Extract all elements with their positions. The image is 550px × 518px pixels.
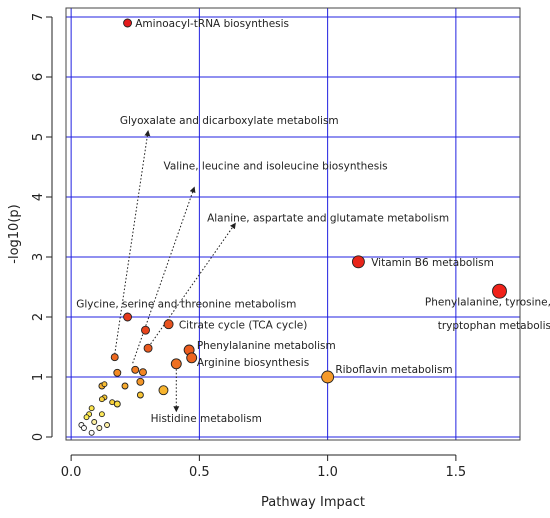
data-point-31	[96, 425, 103, 431]
data-point-14	[321, 370, 335, 384]
data-point-23	[136, 391, 144, 399]
data-point-15	[136, 377, 145, 386]
y-tick-label-3: 3	[31, 253, 46, 261]
data-point-18	[101, 381, 108, 388]
data-point-8	[186, 352, 198, 364]
axes: 0.0 0.5 1.0 1.5 0 1 2 3 4 5 6 7	[31, 13, 466, 480]
data-point-25	[88, 405, 95, 412]
x-axis-title: Pathway Impact	[261, 495, 365, 510]
data-point-21	[98, 396, 105, 403]
data-point-24	[113, 400, 121, 408]
y-tick-label-5: 5	[31, 133, 46, 141]
data-point-13	[138, 368, 147, 377]
annotation-arrow-0	[114, 130, 151, 355]
plot-frame	[65, 7, 521, 441]
x-tick-label-1: 0.5	[189, 465, 210, 480]
y-tick-label-6: 6	[31, 73, 46, 81]
annotation-arrow-1	[132, 186, 196, 364]
data-point-17	[121, 382, 129, 390]
data-point-5	[163, 319, 174, 330]
data-point-2	[492, 283, 507, 299]
y-axis-title: -log10(p)	[7, 204, 22, 263]
annotation-label-11: Riboflavin metabolism	[335, 364, 452, 376]
data-point-12	[113, 368, 122, 377]
annotation-label-8: Citrate cycle (TCA cycle)	[179, 319, 308, 331]
annotation-label-0: Aminoacyl-tRNA biosynthesis	[135, 18, 289, 30]
annotation-arrow-2	[150, 222, 236, 345]
data-points	[78, 18, 507, 436]
annotation-label-2: Valine, leucine and isoleucine biosynthe…	[163, 160, 387, 172]
annotation-label-4: Vitamin B6 metabolism	[371, 257, 494, 269]
annotation-label-5: Phenylalanine, tyrosine, and	[425, 297, 550, 309]
data-point-4	[141, 325, 150, 335]
annotation-label-6: tryptophan metabolism	[438, 320, 550, 332]
data-point-10	[110, 353, 119, 362]
data-point-27	[83, 414, 90, 421]
data-point-9	[170, 358, 182, 370]
annotations: Aminoacyl-tRNA biosynthesis Glyoxalate an…	[76, 18, 550, 425]
data-point-3	[123, 312, 133, 322]
annotation-label-3: Alanine, aspartate and glutamate metabol…	[207, 213, 449, 225]
data-point-28	[98, 411, 105, 418]
data-point-1	[351, 255, 365, 269]
annotation-arrows	[114, 130, 236, 413]
data-point-11	[131, 365, 140, 374]
data-point-0	[123, 18, 133, 28]
annotation-label-9: Phenylalanine metabolism	[197, 340, 336, 352]
annotation-label-10: Arginine biosynthesis	[197, 357, 309, 369]
data-point-30	[104, 422, 110, 428]
grid	[66, 8, 520, 440]
x-tick-label-0: 0.0	[61, 465, 82, 480]
x-tick-label-3: 1.5	[446, 465, 467, 480]
data-point-19	[158, 385, 169, 396]
data-point-6	[143, 343, 153, 353]
y-tick-label-2: 2	[31, 313, 46, 321]
y-tick-label-0: 0	[31, 433, 46, 441]
y-tick-label-1: 1	[31, 373, 46, 381]
data-point-29	[91, 419, 98, 425]
data-point-33	[81, 425, 87, 431]
annotation-label-12: Histidine metabolism	[151, 413, 262, 425]
data-point-34	[88, 429, 95, 436]
y-tick-label-4: 4	[31, 193, 46, 201]
x-tick-label-2: 1.0	[317, 465, 338, 480]
y-tick-label-7: 7	[31, 13, 46, 21]
annotation-label-1: Glyoxalate and dicarboxylate metabolism	[120, 115, 339, 127]
annotation-label-7: Glycine, serine and threonine metabolism	[76, 298, 296, 310]
